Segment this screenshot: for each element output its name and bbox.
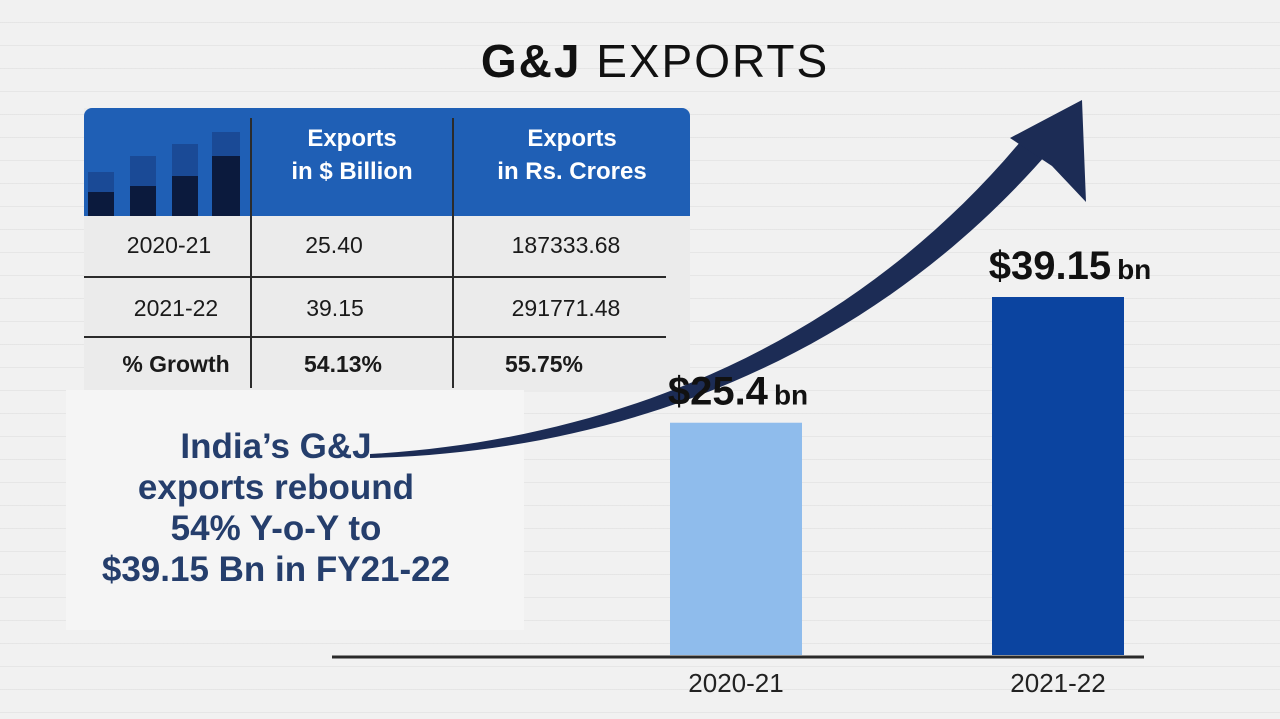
title-light: EXPORTS xyxy=(596,35,830,87)
table-divider xyxy=(250,118,252,388)
caption-line: India’s G&J xyxy=(180,427,372,466)
caption-box xyxy=(66,390,524,630)
exports-table: Exports in $ Billion Exports in Rs. Cror… xyxy=(84,108,690,392)
caption-line: 54% Y-o-Y to xyxy=(170,509,382,548)
caption-line: $39.15 Bn in FY21-22 xyxy=(101,550,451,589)
header-usd-line1: Exports xyxy=(307,125,397,152)
row-label: 2021-22 xyxy=(133,295,219,321)
data-label: $25.4 bn xyxy=(668,370,808,414)
page-title: G&J EXPORTS xyxy=(0,34,1280,88)
row-usd: 54.13% xyxy=(303,351,382,377)
row-label: 2020-21 xyxy=(126,232,212,258)
header-usd: Exports in $ Billion xyxy=(252,122,452,188)
growth-arrow-head xyxy=(1010,100,1086,202)
row-inr: 55.75% xyxy=(504,351,583,377)
header-usd-line2: in $ Billion xyxy=(291,158,413,185)
header-inr-line2: in Rs. Crores xyxy=(497,158,647,185)
table-header: Exports in $ Billion Exports in Rs. Cror… xyxy=(84,108,690,216)
row-usd: 39.15 xyxy=(306,295,364,321)
x-tick-label: 2020-21 xyxy=(688,668,783,698)
bar-2020-21 xyxy=(670,422,802,655)
data-label: $39.15 bn xyxy=(989,244,1152,288)
bar-2021-22 xyxy=(992,297,1124,655)
row-inr: 291771.48 xyxy=(511,295,621,321)
bar-chart-icon xyxy=(88,132,240,216)
caption-line: exports rebound xyxy=(137,468,415,507)
headline-caption: India’s G&J exports rebound 54% Y-o-Y to… xyxy=(56,426,496,590)
table-divider xyxy=(452,118,454,388)
table-divider xyxy=(84,276,666,278)
table-divider xyxy=(84,336,666,338)
row-label: % Growth xyxy=(122,351,230,377)
header-inr: Exports in Rs. Crores xyxy=(454,122,690,188)
title-bold: G&J xyxy=(480,35,582,87)
x-tick-label: 2021-22 xyxy=(1010,668,1105,698)
header-inr-line1: Exports xyxy=(527,125,617,152)
row-usd: 25.40 xyxy=(305,232,363,258)
row-inr: 187333.68 xyxy=(511,232,621,258)
